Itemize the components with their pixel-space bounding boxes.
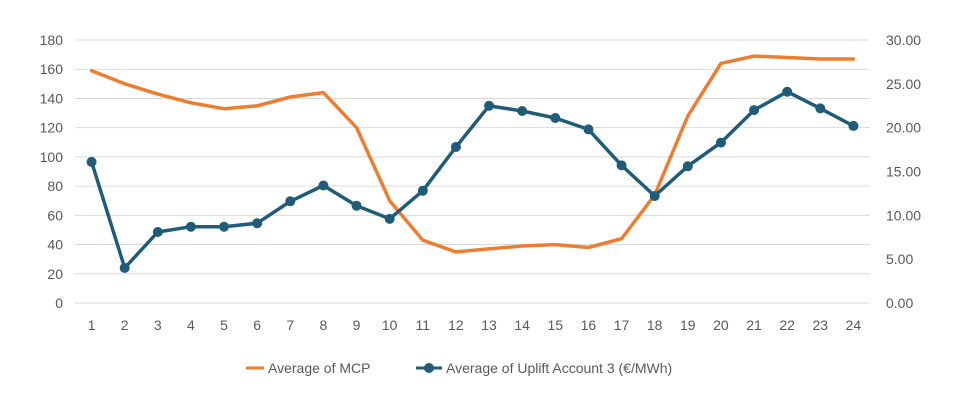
left-axis-tick-label: 20 xyxy=(47,266,63,282)
x-axis-tick-label: 2 xyxy=(121,317,129,333)
left-axis-tick-label: 60 xyxy=(47,207,63,223)
right-axis-tick-label: 10.00 xyxy=(886,207,921,223)
x-axis-tick-label: 9 xyxy=(353,317,361,333)
x-axis-tick-label: 24 xyxy=(846,317,862,333)
x-axis-tick-label: 4 xyxy=(187,317,195,333)
series-point-uplift xyxy=(351,200,362,211)
x-axis-tick-label: 11 xyxy=(416,317,431,333)
series-point-uplift xyxy=(219,221,230,232)
series-point-uplift xyxy=(583,124,594,135)
left-axis-labels: 0 20 40 60 80 100 120 140 160 180 xyxy=(40,32,64,311)
series-line-uplift xyxy=(89,89,856,270)
legend: Average of MCP Average of Uplift Account… xyxy=(246,360,672,376)
series-point-uplift xyxy=(517,106,528,117)
x-axis-tick-label: 23 xyxy=(813,317,829,333)
series-point-uplift xyxy=(185,221,196,232)
x-axis-tick-label: 18 xyxy=(647,317,663,333)
x-axis-tick-label: 13 xyxy=(481,317,497,333)
series-point-uplift xyxy=(119,262,130,273)
series-line-mcp xyxy=(89,54,856,254)
left-axis-tick-label: 100 xyxy=(40,149,64,165)
x-axis-tick-label: 1 xyxy=(88,317,96,333)
right-axis-tick-label: 30.00 xyxy=(886,32,921,48)
legend-label-uplift: Average of Uplift Account 3 (€/MWh) xyxy=(446,360,672,376)
x-axis-tick-label: 16 xyxy=(581,317,597,333)
x-axis-tick-label: 22 xyxy=(779,317,795,333)
x-axis-tick-label: 21 xyxy=(746,317,762,333)
right-axis-tick-label: 5.00 xyxy=(886,251,913,267)
left-axis-tick-label: 180 xyxy=(40,32,64,48)
x-axis-tick-label: 14 xyxy=(514,317,530,333)
x-axis-tick-label: 5 xyxy=(220,317,228,333)
x-axis-tick-label: 7 xyxy=(286,317,294,333)
x-axis-tick-label: 15 xyxy=(548,317,564,333)
series-point-uplift xyxy=(384,213,395,224)
right-axis-tick-label: 0.00 xyxy=(886,295,913,311)
series-point-uplift xyxy=(285,196,296,207)
series-point-uplift xyxy=(616,160,627,171)
left-axis-tick-label: 80 xyxy=(47,178,63,194)
series-point-uplift xyxy=(484,100,495,111)
x-axis-tick-label: 12 xyxy=(448,317,464,333)
right-axis-tick-label: 25.00 xyxy=(886,76,921,92)
legend-marker-uplift xyxy=(424,363,434,373)
x-axis-labels: 1 2 3 4 5 6 7 8 9 10 11 12 13 14 15 16 17 18 19 20 21 22 23 24 xyxy=(88,317,862,333)
series-point-uplift xyxy=(715,137,726,148)
series-point-uplift xyxy=(848,120,859,131)
x-axis-tick-label: 17 xyxy=(614,317,630,333)
left-axis-tick-label: 120 xyxy=(40,120,64,136)
series-point-uplift xyxy=(318,180,329,191)
x-axis-tick-label: 19 xyxy=(680,317,696,333)
right-axis-tick-label: 15.00 xyxy=(886,164,921,180)
series-point-uplift xyxy=(252,218,263,229)
gridlines xyxy=(75,39,870,304)
x-axis-tick-label: 20 xyxy=(713,317,729,333)
series-point-uplift xyxy=(649,191,660,202)
x-axis-tick-label: 6 xyxy=(253,317,261,333)
series-layer xyxy=(86,54,859,273)
left-axis-tick-label: 140 xyxy=(40,90,64,106)
left-axis-tick-label: 160 xyxy=(40,61,64,77)
series-point-uplift xyxy=(152,226,163,237)
x-axis-tick-label: 8 xyxy=(320,317,328,333)
series-point-uplift xyxy=(86,156,97,167)
right-axis-tick-label: 20.00 xyxy=(886,120,921,136)
series-point-uplift xyxy=(450,141,461,152)
series-point-uplift xyxy=(815,103,826,114)
left-axis-tick-label: 40 xyxy=(47,237,63,253)
series-point-uplift xyxy=(417,185,428,196)
legend-label-mcp: Average of MCP xyxy=(268,360,370,376)
series-point-uplift xyxy=(782,86,793,97)
x-axis-tick-label: 3 xyxy=(154,317,162,333)
series-point-uplift xyxy=(550,113,561,124)
x-axis-tick-label: 10 xyxy=(382,317,398,333)
right-axis-labels: 0.00 5.00 10.00 15.00 20.00 25.00 30.00 xyxy=(886,32,921,311)
series-point-uplift xyxy=(749,105,760,116)
series-point-uplift xyxy=(682,161,693,172)
left-axis-tick-label: 0 xyxy=(55,295,63,311)
